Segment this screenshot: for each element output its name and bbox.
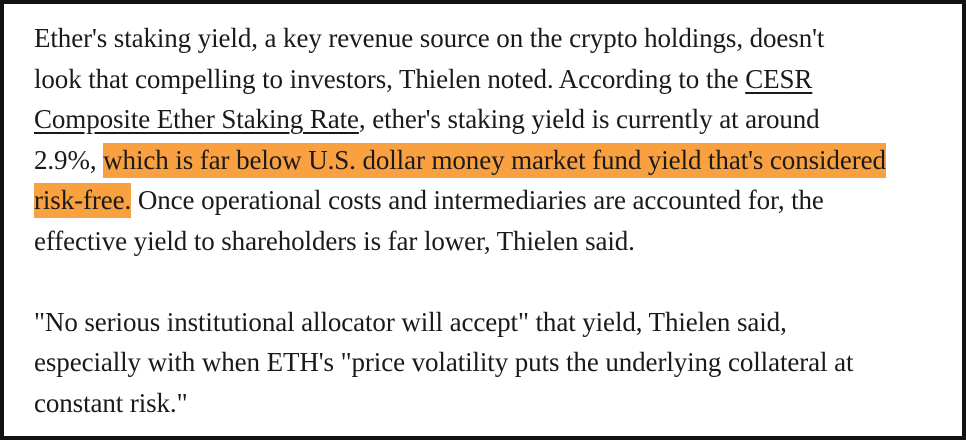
highlighted-text: which is far below U.S. dollar money mar…: [103, 142, 886, 178]
text-line: Composite Ether Staking Rate, ether's st…: [34, 99, 949, 140]
text-line: risk-free. Once operational costs and in…: [34, 180, 949, 221]
cesr-link-continued[interactable]: Composite Ether Staking Rate: [34, 104, 359, 134]
text-line: especially with when ETH's "price volati…: [34, 342, 949, 383]
text-segment: Once operational costs and intermediarie…: [131, 185, 824, 215]
text-line: 2.9%, which is far below U.S. dollar mon…: [34, 140, 949, 181]
text-line: constant risk.": [34, 383, 949, 424]
text-line: "No serious institutional allocator will…: [34, 302, 949, 343]
text-segment: especially with when ETH's "price volati…: [34, 347, 854, 377]
text-segment: look that compelling to investors, Thiel…: [34, 63, 746, 94]
text-segment: "No serious institutional allocator will…: [34, 306, 787, 337]
text-segment: constant risk.": [34, 387, 188, 418]
text-segment: 2.9%,: [34, 144, 104, 175]
text-segment: effective yield to shareholders is far l…: [34, 225, 635, 256]
text-line: Ether's staking yield, a key revenue sou…: [34, 18, 949, 59]
text-line: look that compelling to investors, Thiel…: [34, 59, 949, 100]
paragraph-gap: [34, 261, 949, 302]
highlighted-text-continued: risk-free.: [34, 183, 131, 218]
paragraph-staking-yield: Ether's staking yield, a key revenue sou…: [34, 18, 949, 261]
paragraph-allocator-quote: "No serious institutional allocator will…: [34, 302, 949, 424]
text-segment: Ether's staking yield, a key revenue sou…: [34, 23, 825, 53]
text-segment: , ether's staking yield is currently at …: [358, 104, 820, 134]
text-line: effective yield to shareholders is far l…: [34, 221, 949, 262]
cesr-link[interactable]: CESR: [745, 63, 813, 94]
article-excerpt: Ether's staking yield, a key revenue sou…: [34, 18, 949, 423]
